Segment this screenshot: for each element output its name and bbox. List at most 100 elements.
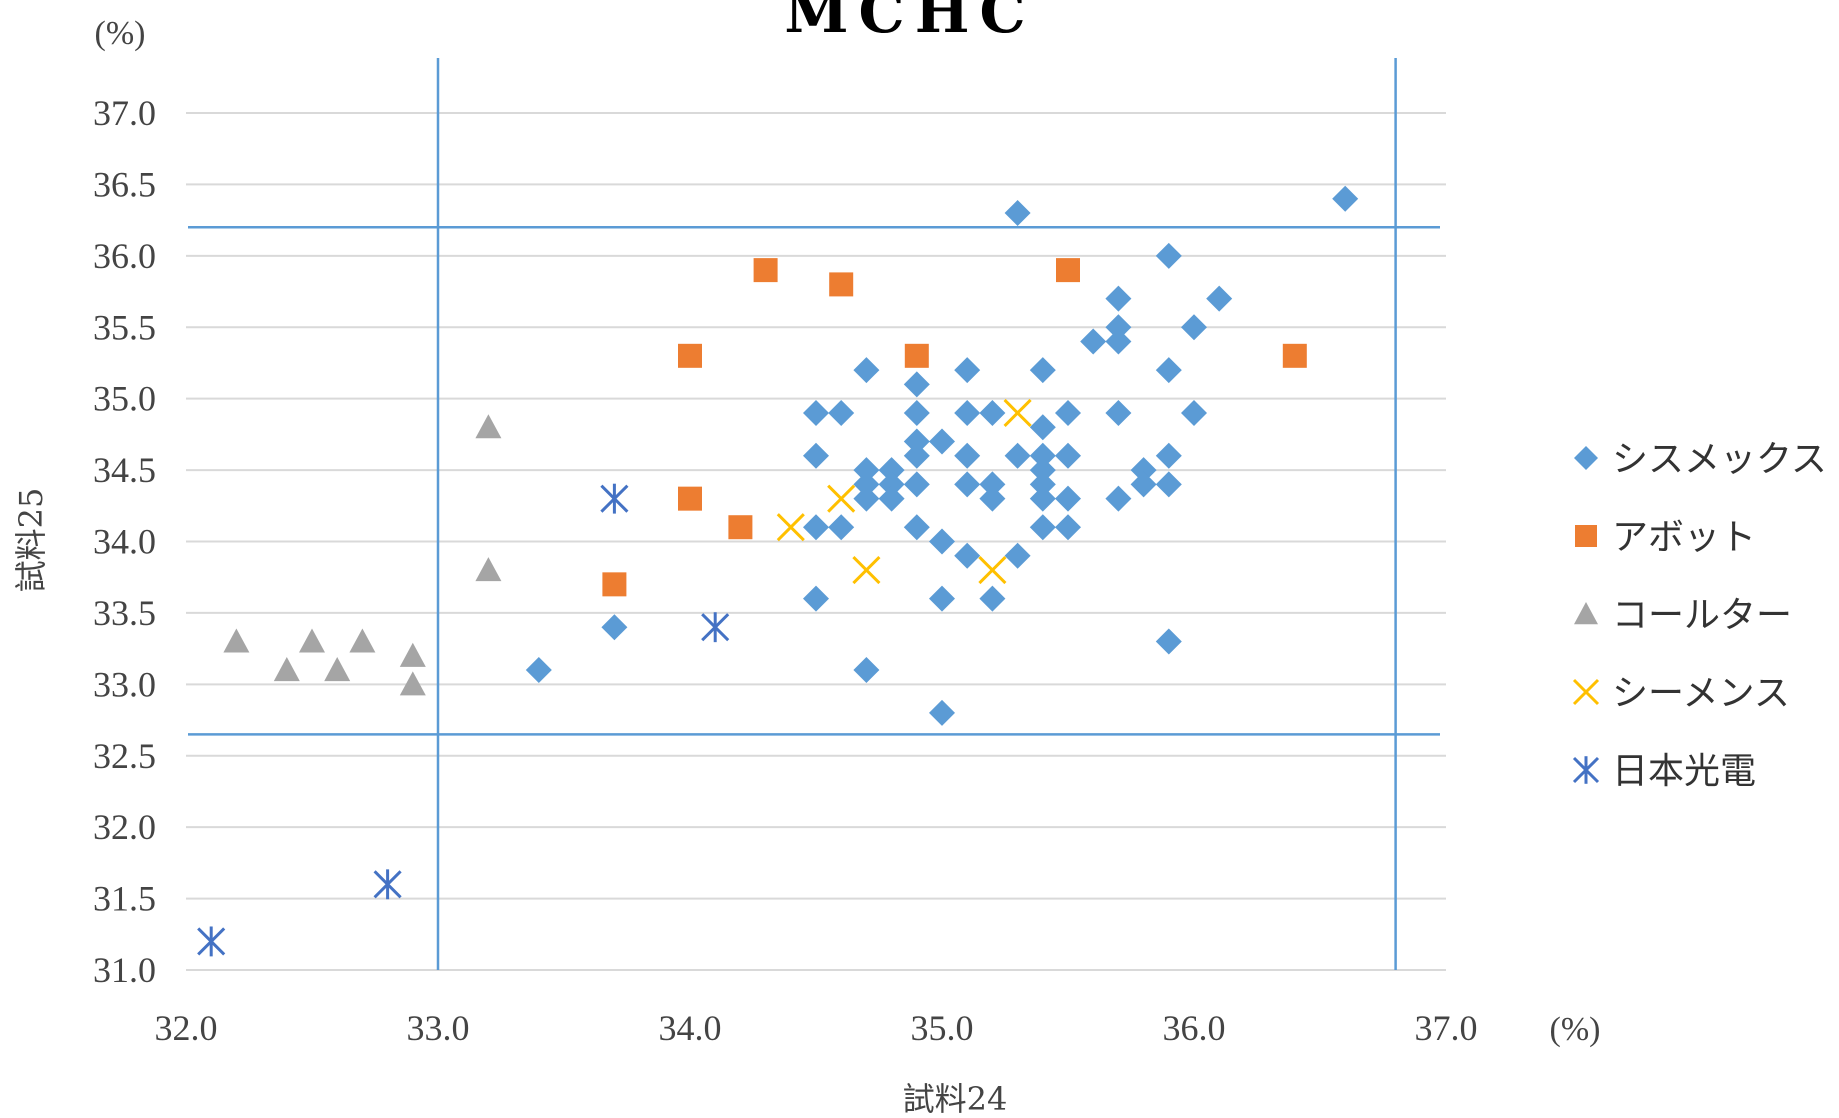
data-point [399, 642, 426, 667]
data-point [1105, 399, 1132, 426]
data-point [1055, 442, 1081, 469]
x-tick-label: 34.0 [659, 1008, 722, 1048]
y-tick-label: 31.0 [93, 950, 156, 990]
data-point [954, 442, 981, 469]
data-point [853, 657, 880, 684]
data-point [1029, 485, 1056, 512]
data-point [929, 528, 955, 555]
data-point [1155, 628, 1182, 655]
data-point [324, 657, 351, 682]
data-point [878, 485, 905, 512]
x-stroke [827, 484, 856, 513]
data-point [1155, 242, 1182, 269]
data-point [1332, 185, 1359, 212]
data-point [903, 399, 930, 426]
x-tick-label: 35.0 [911, 1008, 974, 1048]
data-point [929, 585, 955, 612]
data-point [1004, 442, 1031, 469]
series-5 [197, 483, 730, 957]
y-tick-label: 36.0 [93, 236, 156, 276]
data-point [803, 514, 829, 541]
data-point [878, 457, 905, 484]
data-point [978, 556, 1007, 585]
data-point [1105, 314, 1132, 341]
data-point [1181, 314, 1207, 341]
data-point [903, 428, 930, 455]
data-point [678, 486, 702, 511]
data-point [1029, 457, 1056, 484]
data-point [1003, 398, 1032, 428]
data-point [828, 399, 855, 426]
y-tick-label: 31.5 [93, 879, 156, 919]
chart-title: MCHC [784, 0, 1035, 46]
y-tick-label: 37.0 [93, 93, 156, 133]
data-point [878, 471, 905, 498]
x-axis-label: 試料24 [903, 1080, 1008, 1118]
data-point [803, 399, 829, 426]
legend-marker [1575, 525, 1597, 547]
data-point [1056, 258, 1080, 283]
data-point [979, 399, 1006, 426]
series-2 [602, 258, 1307, 597]
y-axis-label: 試料25 [12, 488, 50, 593]
y-unit-label: (%) [95, 15, 146, 52]
x-tick-label: 32.0 [155, 1008, 218, 1048]
y-tick-label: 35.5 [93, 307, 156, 347]
data-point [525, 657, 552, 684]
x-stroke [1572, 678, 1600, 706]
data-point [1130, 471, 1157, 498]
data-point [678, 343, 702, 368]
data-point [1029, 357, 1056, 384]
data-point [827, 484, 856, 513]
data-point [197, 926, 226, 957]
data-point [1055, 514, 1081, 541]
data-point [1105, 285, 1132, 312]
data-point [776, 513, 805, 542]
data-point [853, 471, 880, 498]
series-1 [525, 185, 1359, 726]
data-point [601, 614, 628, 641]
data-point [1105, 328, 1132, 355]
x-tick-label: 37.0 [1415, 1008, 1478, 1048]
data-point [475, 414, 502, 439]
data-point [1055, 399, 1081, 426]
data-point [904, 343, 929, 368]
data-point [803, 585, 829, 612]
data-point [1206, 285, 1233, 312]
data-point [728, 515, 753, 540]
data-point [701, 612, 730, 643]
data-point [853, 357, 880, 384]
x-stroke [1003, 398, 1032, 428]
series-3 [223, 414, 502, 696]
x-stroke [978, 556, 1007, 585]
data-point [602, 572, 627, 597]
data-point [828, 514, 855, 541]
data-point [903, 514, 930, 541]
x-tick-label: 33.0 [407, 1008, 470, 1048]
data-points [197, 185, 1359, 957]
legend-marker [1574, 602, 1598, 625]
data-point [829, 272, 854, 297]
legend-label: シーメンス [1612, 673, 1790, 714]
data-point [979, 585, 1006, 612]
legend-marker [1572, 756, 1600, 784]
data-point [1105, 485, 1132, 512]
data-point [1155, 357, 1182, 384]
data-point [853, 485, 880, 512]
data-point [1155, 442, 1182, 469]
x-unit-label: (%) [1550, 1011, 1601, 1048]
data-point [929, 428, 955, 455]
data-point [929, 699, 955, 726]
data-point [954, 542, 981, 569]
x-stroke [776, 513, 805, 542]
legend-label: コールター [1612, 595, 1792, 636]
legend-label: シスメックス [1612, 439, 1827, 480]
data-point [1029, 442, 1056, 469]
data-point [1080, 328, 1107, 355]
y-tick-label: 34.5 [93, 450, 156, 490]
data-point [399, 671, 426, 696]
data-point [903, 442, 930, 469]
data-point [853, 457, 880, 484]
